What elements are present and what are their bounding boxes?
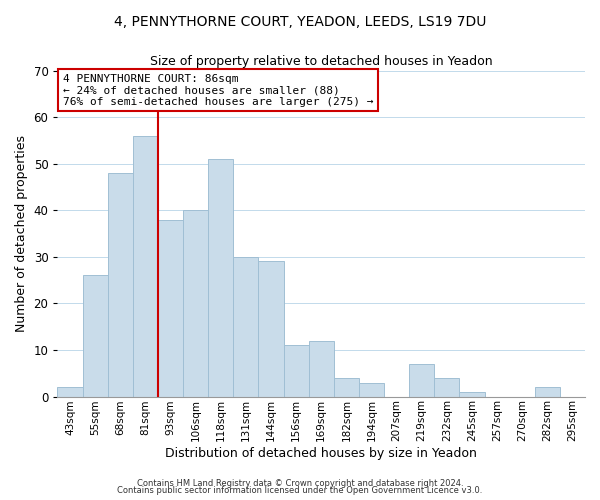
Bar <box>359 382 384 396</box>
Bar <box>183 210 208 396</box>
Bar <box>434 378 460 396</box>
Bar <box>108 173 133 396</box>
Text: 4, PENNYTHORNE COURT, YEADON, LEEDS, LS19 7DU: 4, PENNYTHORNE COURT, YEADON, LEEDS, LS1… <box>114 15 486 29</box>
Bar <box>409 364 434 396</box>
Bar <box>284 346 308 397</box>
Title: Size of property relative to detached houses in Yeadon: Size of property relative to detached ho… <box>150 55 493 68</box>
Bar <box>208 159 233 396</box>
Text: Contains public sector information licensed under the Open Government Licence v3: Contains public sector information licen… <box>118 486 482 495</box>
Bar <box>460 392 485 396</box>
Bar <box>58 387 83 396</box>
Bar <box>133 136 158 396</box>
Bar <box>308 340 334 396</box>
Text: Contains HM Land Registry data © Crown copyright and database right 2024.: Contains HM Land Registry data © Crown c… <box>137 478 463 488</box>
Text: 4 PENNYTHORNE COURT: 86sqm
← 24% of detached houses are smaller (88)
76% of semi: 4 PENNYTHORNE COURT: 86sqm ← 24% of deta… <box>63 74 373 107</box>
Bar <box>259 262 284 396</box>
Bar <box>233 257 259 396</box>
Y-axis label: Number of detached properties: Number of detached properties <box>15 135 28 332</box>
Bar <box>334 378 359 396</box>
Bar <box>83 276 108 396</box>
Bar <box>158 220 183 396</box>
Bar <box>535 387 560 396</box>
X-axis label: Distribution of detached houses by size in Yeadon: Distribution of detached houses by size … <box>165 447 477 460</box>
